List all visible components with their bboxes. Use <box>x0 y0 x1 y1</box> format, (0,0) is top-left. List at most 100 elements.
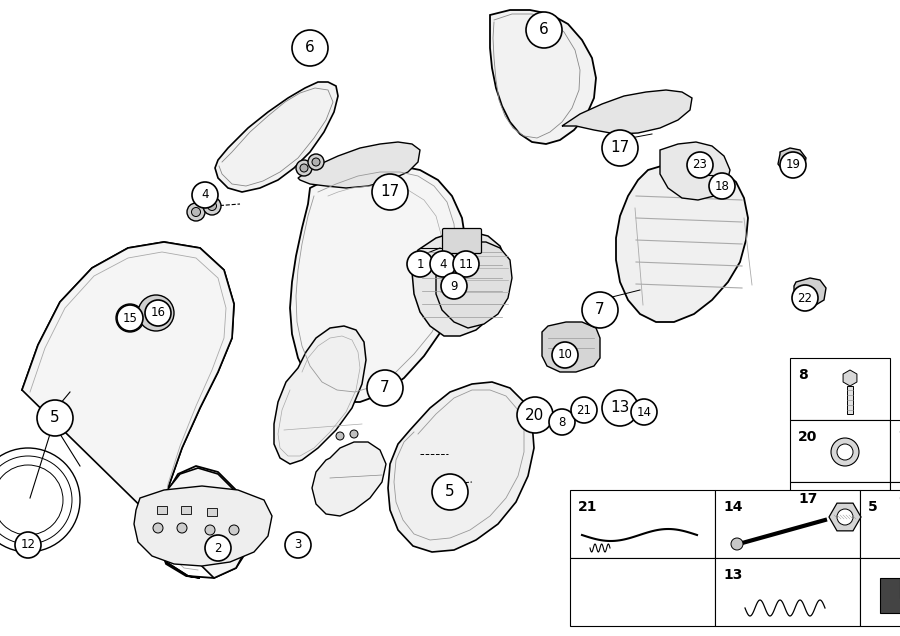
Circle shape <box>780 152 806 178</box>
Circle shape <box>453 251 479 277</box>
Text: 6: 6 <box>305 41 315 55</box>
Text: 7: 7 <box>898 430 900 444</box>
Text: 9: 9 <box>450 279 458 293</box>
Polygon shape <box>843 370 857 386</box>
Circle shape <box>792 285 818 311</box>
Circle shape <box>312 158 320 166</box>
Polygon shape <box>22 242 248 578</box>
Polygon shape <box>660 142 730 200</box>
Text: 7: 7 <box>380 380 390 396</box>
Circle shape <box>146 303 166 323</box>
Circle shape <box>15 532 41 558</box>
Bar <box>847 386 853 414</box>
Text: 8: 8 <box>558 415 566 429</box>
Text: 20: 20 <box>798 430 817 444</box>
Polygon shape <box>542 322 600 372</box>
Circle shape <box>117 305 143 331</box>
Text: 5: 5 <box>868 500 878 514</box>
Circle shape <box>837 509 853 525</box>
Circle shape <box>831 438 859 466</box>
Polygon shape <box>794 278 826 306</box>
Circle shape <box>549 409 575 435</box>
Text: 11: 11 <box>458 258 473 270</box>
Circle shape <box>292 30 328 66</box>
Text: 5: 5 <box>50 410 59 425</box>
Text: 4: 4 <box>202 188 209 202</box>
Text: 7: 7 <box>595 303 605 317</box>
Polygon shape <box>298 142 420 188</box>
Bar <box>570 490 715 558</box>
Circle shape <box>203 197 221 215</box>
Bar <box>790 482 890 544</box>
Polygon shape <box>290 166 466 402</box>
Circle shape <box>308 154 324 170</box>
Polygon shape <box>829 503 861 531</box>
Circle shape <box>177 523 187 533</box>
Text: 13: 13 <box>610 401 630 415</box>
Circle shape <box>731 538 743 550</box>
Bar <box>890 420 900 482</box>
Bar <box>181 506 191 514</box>
Circle shape <box>37 400 73 436</box>
Polygon shape <box>880 578 900 613</box>
Polygon shape <box>215 82 338 192</box>
Circle shape <box>350 430 358 438</box>
Bar <box>715 558 860 626</box>
Circle shape <box>153 523 163 533</box>
Text: 4: 4 <box>439 258 446 270</box>
Polygon shape <box>134 486 272 566</box>
Circle shape <box>441 273 467 299</box>
Text: 2: 2 <box>214 541 221 555</box>
Polygon shape <box>562 90 692 134</box>
Text: 22: 22 <box>797 291 813 305</box>
Circle shape <box>430 251 456 277</box>
Text: 21: 21 <box>578 500 598 514</box>
Text: 18: 18 <box>715 179 729 193</box>
Bar <box>207 508 217 516</box>
Circle shape <box>296 160 312 176</box>
Text: 16: 16 <box>150 307 166 319</box>
Circle shape <box>432 474 468 510</box>
Circle shape <box>571 397 597 423</box>
Circle shape <box>229 525 239 535</box>
Polygon shape <box>490 10 596 144</box>
Circle shape <box>631 399 657 425</box>
Bar <box>860 490 900 558</box>
Circle shape <box>145 300 171 326</box>
Text: 8: 8 <box>798 368 808 382</box>
Circle shape <box>336 432 344 440</box>
Circle shape <box>602 130 638 166</box>
Circle shape <box>192 182 218 208</box>
Polygon shape <box>412 232 506 336</box>
Circle shape <box>205 525 215 535</box>
Circle shape <box>526 12 562 48</box>
Text: 3: 3 <box>294 539 302 551</box>
Text: 1: 1 <box>416 258 424 270</box>
Bar <box>860 558 900 626</box>
Circle shape <box>602 390 638 426</box>
Circle shape <box>187 203 205 221</box>
Bar <box>157 506 167 514</box>
Circle shape <box>407 251 433 277</box>
Circle shape <box>300 164 308 172</box>
Bar <box>790 358 890 420</box>
FancyBboxPatch shape <box>443 228 482 254</box>
Circle shape <box>208 202 217 211</box>
Text: 13: 13 <box>723 568 742 582</box>
Text: 21: 21 <box>577 403 591 417</box>
Polygon shape <box>274 326 366 464</box>
Text: 6: 6 <box>539 22 549 38</box>
Circle shape <box>582 292 618 328</box>
Circle shape <box>122 310 138 326</box>
Text: 20: 20 <box>526 408 544 422</box>
Polygon shape <box>616 162 748 322</box>
Bar <box>570 558 715 626</box>
Circle shape <box>687 152 713 178</box>
Circle shape <box>372 174 408 210</box>
Polygon shape <box>312 442 386 516</box>
Text: 14: 14 <box>723 500 742 514</box>
Text: 19: 19 <box>786 158 800 172</box>
Text: 17: 17 <box>381 184 400 200</box>
Circle shape <box>837 444 853 460</box>
Text: 12: 12 <box>21 539 35 551</box>
